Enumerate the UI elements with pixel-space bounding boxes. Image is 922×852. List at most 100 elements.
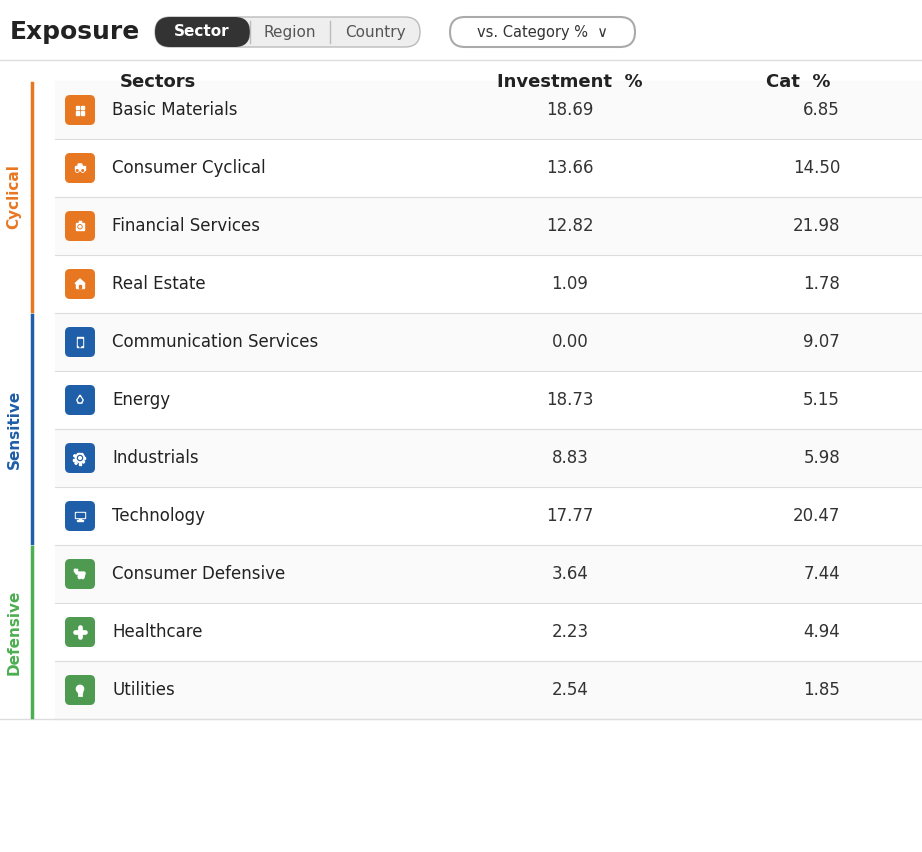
Bar (81, 453, 83, 456)
FancyBboxPatch shape (65, 211, 95, 241)
Bar (77, 452, 79, 455)
Polygon shape (78, 398, 82, 401)
Circle shape (76, 453, 85, 463)
Bar (77, 513, 84, 517)
FancyBboxPatch shape (65, 95, 95, 125)
Text: 4.94: 4.94 (803, 623, 840, 641)
Bar (75, 462, 77, 464)
Text: 1.85: 1.85 (803, 681, 840, 699)
Bar (78, 691, 82, 694)
Bar (79, 518, 81, 520)
FancyBboxPatch shape (65, 327, 95, 357)
Text: 5.15: 5.15 (803, 391, 840, 409)
Text: Utilities: Utilities (112, 681, 175, 699)
Polygon shape (75, 279, 85, 284)
FancyBboxPatch shape (155, 17, 420, 47)
FancyBboxPatch shape (65, 443, 95, 473)
Text: 17.77: 17.77 (547, 507, 594, 525)
Text: 6.85: 6.85 (803, 101, 840, 119)
Text: 9.07: 9.07 (803, 333, 840, 351)
FancyBboxPatch shape (450, 17, 635, 47)
Text: 5.98: 5.98 (803, 449, 840, 467)
Text: Cyclical: Cyclical (6, 164, 21, 229)
Polygon shape (77, 395, 83, 403)
Circle shape (81, 169, 84, 172)
Circle shape (76, 169, 79, 172)
FancyBboxPatch shape (65, 675, 95, 705)
Bar (77, 284, 84, 288)
Circle shape (82, 170, 84, 171)
Text: 1.09: 1.09 (551, 275, 588, 293)
Bar (55, 545, 922, 603)
Bar (76, 111, 79, 114)
Text: Defensive: Defensive (6, 590, 21, 675)
Bar (55, 487, 922, 545)
Bar (77, 337, 83, 347)
Text: Basic Materials: Basic Materials (112, 101, 238, 119)
Bar (75, 512, 85, 518)
Text: Investment  %: Investment % (497, 73, 643, 91)
FancyBboxPatch shape (65, 617, 95, 647)
FancyBboxPatch shape (65, 385, 95, 415)
Bar (75, 166, 85, 170)
Bar (73, 459, 75, 461)
Circle shape (77, 456, 83, 461)
FancyBboxPatch shape (65, 153, 95, 183)
Text: 20.47: 20.47 (793, 507, 840, 525)
Text: Country: Country (345, 25, 406, 39)
Bar (55, 313, 922, 371)
Text: Industrials: Industrials (112, 449, 198, 467)
Bar (55, 429, 922, 487)
FancyBboxPatch shape (65, 501, 95, 531)
Text: 18.69: 18.69 (547, 101, 594, 119)
Text: 2.23: 2.23 (551, 623, 588, 641)
Circle shape (77, 685, 84, 693)
Bar (55, 255, 922, 313)
Bar (81, 111, 84, 114)
Bar (83, 458, 85, 459)
Circle shape (79, 226, 81, 227)
Text: Sector: Sector (174, 25, 230, 39)
Bar (55, 197, 922, 255)
Text: Communication Services: Communication Services (112, 333, 318, 351)
Text: Sensitive: Sensitive (6, 389, 21, 469)
Text: 14.50: 14.50 (793, 159, 840, 177)
Bar (55, 661, 922, 719)
Bar (74, 455, 76, 458)
Text: 21.98: 21.98 (793, 217, 840, 235)
Text: Technology: Technology (112, 507, 205, 525)
Text: Healthcare: Healthcare (112, 623, 203, 641)
Bar (77, 339, 82, 345)
Text: Financial Services: Financial Services (112, 217, 260, 235)
Text: Exposure: Exposure (10, 20, 140, 44)
Bar (55, 603, 922, 661)
Bar (55, 139, 922, 197)
Text: Real Estate: Real Estate (112, 275, 206, 293)
Circle shape (77, 170, 78, 171)
Text: Energy: Energy (112, 391, 171, 409)
Text: 18.73: 18.73 (546, 391, 594, 409)
Text: 2.54: 2.54 (551, 681, 588, 699)
Bar (55, 371, 922, 429)
Bar (76, 223, 84, 230)
Text: 8.83: 8.83 (551, 449, 588, 467)
Text: 13.66: 13.66 (546, 159, 594, 177)
Text: Consumer Defensive: Consumer Defensive (112, 565, 285, 583)
Bar (79, 463, 81, 465)
Circle shape (79, 346, 80, 347)
Polygon shape (77, 164, 82, 166)
Text: Sectors: Sectors (120, 73, 196, 91)
Text: Region: Region (264, 25, 316, 39)
Text: 12.82: 12.82 (546, 217, 594, 235)
Circle shape (78, 457, 81, 459)
FancyBboxPatch shape (65, 559, 95, 589)
Bar (82, 461, 85, 463)
Circle shape (78, 225, 82, 228)
Text: 1.78: 1.78 (803, 275, 840, 293)
Bar (78, 285, 81, 288)
Text: Consumer Cyclical: Consumer Cyclical (112, 159, 266, 177)
Text: 3.64: 3.64 (551, 565, 588, 583)
Text: vs. Category %  ∨: vs. Category % ∨ (477, 25, 608, 39)
Text: Cat  %: Cat % (765, 73, 830, 91)
Text: 0.00: 0.00 (551, 333, 588, 351)
